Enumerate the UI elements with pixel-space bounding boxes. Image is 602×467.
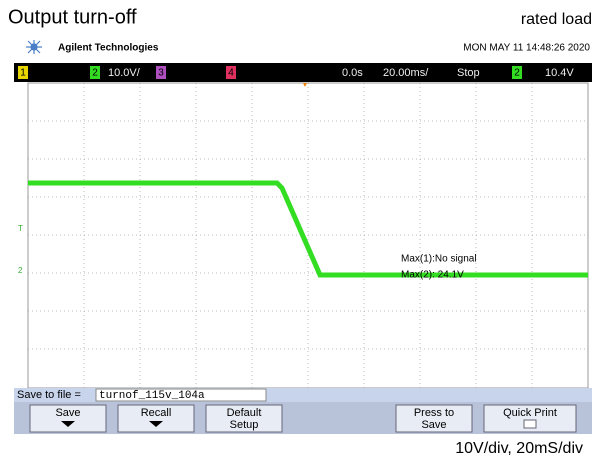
trig-box: [512, 66, 522, 79]
arrow: [61, 421, 75, 427]
ch1: 1: [20, 68, 26, 79]
timebase: 20.00ms/: [383, 67, 429, 79]
softkey[interactable]: [117, 404, 195, 433]
ch2-marker: 2: [18, 266, 23, 275]
softkey-text: Default Setup: [226, 407, 262, 431]
measurement: Max(2): 24.1V: [401, 270, 464, 281]
ch2-box: [90, 66, 100, 79]
trigger-marker: T: [18, 224, 23, 233]
softkey-label: Default Setup: [226, 407, 262, 431]
ch4-box: [226, 66, 236, 79]
trigger-pos: [303, 83, 307, 87]
caption: 10V/div, 20mS/div: [455, 440, 583, 457]
arrow: [149, 421, 163, 427]
ch3: 3: [158, 68, 164, 79]
trig-source: 2: [514, 68, 520, 79]
filename: turnof_115v_104a: [99, 390, 205, 402]
status-bar: [14, 63, 592, 82]
trig-level: 10.4V: [545, 67, 574, 79]
delay: 0.0s: [342, 67, 363, 79]
logo: [26, 40, 42, 54]
ch2-scale: 10.0V/: [108, 67, 141, 79]
run-state: Stop: [457, 67, 480, 79]
title: Output turn-off: [8, 6, 137, 28]
file-label: Save to file =: [17, 389, 81, 401]
softkey-label: Save: [55, 407, 80, 419]
ch1-box: [18, 66, 28, 79]
file-field[interactable]: [95, 388, 267, 402]
softkey[interactable]: [395, 404, 473, 433]
softkey-label: Recall: [141, 407, 172, 419]
timestamp: MON MAY 11 14:48:26 2020: [463, 43, 590, 54]
checkbox: [523, 419, 537, 429]
ch2: 2: [92, 68, 98, 79]
softkey-label: Press to Save: [413, 407, 455, 431]
softkey-label: Quick Print: [503, 407, 557, 419]
brand: Agilent Technologies: [58, 43, 159, 54]
softkey[interactable]: [29, 404, 107, 433]
measurement: Max(1):No signal: [401, 254, 477, 265]
softkey[interactable]: [205, 404, 283, 433]
note: rated load: [521, 11, 592, 28]
softkey-text: Press to Save: [413, 407, 455, 431]
trace: [28, 180, 588, 278]
ch4: 4: [228, 68, 234, 79]
ch3-box: [156, 66, 166, 79]
